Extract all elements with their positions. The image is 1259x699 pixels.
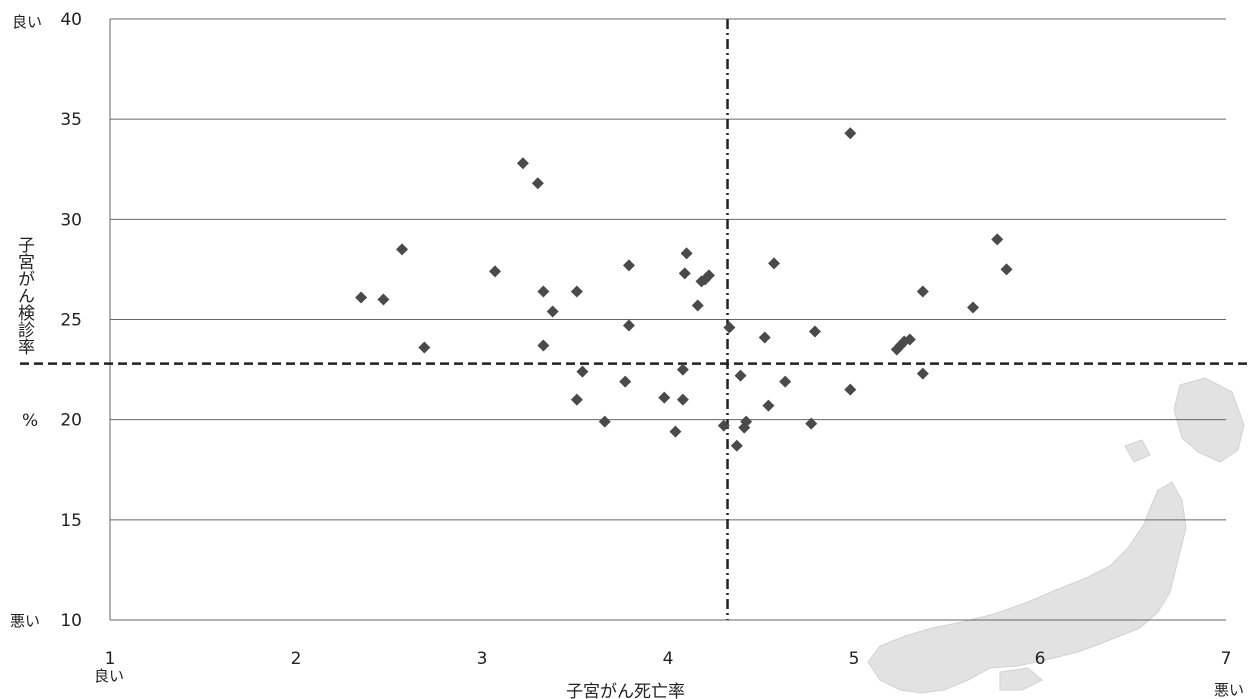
x-tick-label-2: 2 [291, 649, 302, 669]
x-left-quality-label: 良い [94, 667, 124, 685]
data-point-28 [723, 321, 736, 334]
data-point-38 [808, 325, 821, 338]
y-axis-unit: % [22, 411, 38, 431]
data-point-29 [730, 439, 743, 452]
data-point-16 [622, 259, 635, 272]
data-point-13 [598, 415, 611, 428]
data-point-23 [691, 299, 704, 312]
x-tick-label-3: 3 [477, 649, 488, 669]
y-tick-label-20: 20 [60, 411, 82, 431]
data-point-49 [1000, 263, 1013, 276]
japan-map-watermark [867, 377, 1245, 694]
y-axis-title: 子宮がん検診率 [14, 236, 35, 355]
y-tick-label-35: 35 [60, 110, 82, 130]
data-point-14 [619, 375, 632, 388]
x-tick-label-1: 1 [105, 649, 116, 669]
data-point-10 [570, 285, 583, 298]
data-point-30 [734, 369, 747, 382]
data-point-9 [546, 305, 559, 318]
data-point-47 [967, 301, 980, 314]
y-tick-label-25: 25 [60, 311, 82, 331]
data-point-2 [396, 243, 409, 256]
data-point-17 [658, 391, 671, 404]
data-point-18 [669, 425, 682, 438]
y-tick-label-10: 10 [60, 611, 82, 631]
reference-lines [20, 19, 1252, 620]
data-point-8 [537, 339, 550, 352]
data-point-33 [758, 331, 771, 344]
data-point-36 [779, 375, 792, 388]
data-point-32 [740, 415, 753, 428]
data-point-34 [762, 399, 775, 412]
x-tick-label-7: 7 [1221, 649, 1232, 669]
data-points [355, 127, 1013, 452]
data-point-45 [916, 285, 929, 298]
data-point-35 [768, 257, 781, 270]
data-point-19 [676, 363, 689, 376]
gridlines [110, 18, 1226, 621]
data-point-44 [903, 333, 916, 346]
data-point-40 [844, 127, 857, 140]
y-bottom-quality-label: 悪い [10, 612, 40, 630]
data-point-4 [489, 265, 502, 278]
data-point-37 [805, 417, 818, 430]
data-point-20 [676, 393, 689, 406]
data-point-46 [916, 367, 929, 380]
x-tick-label-4: 4 [663, 649, 674, 669]
y-top-quality-label: 良い [12, 13, 42, 31]
data-point-5 [516, 157, 529, 170]
x-tick-label-6: 6 [1035, 649, 1046, 669]
data-point-12 [570, 393, 583, 406]
x-right-quality-label: 悪い [1214, 681, 1244, 699]
data-point-1 [377, 293, 390, 306]
data-point-6 [531, 177, 544, 190]
y-tick-label-30: 30 [60, 210, 82, 230]
data-point-27 [717, 419, 730, 432]
y-tick-label-40: 40 [60, 10, 82, 30]
y-tick-label-15: 15 [60, 511, 82, 531]
data-point-39 [844, 383, 857, 396]
data-point-15 [622, 319, 635, 332]
data-point-11 [576, 365, 589, 378]
data-point-7 [537, 285, 550, 298]
x-tick-label-5: 5 [849, 649, 860, 669]
data-point-0 [355, 291, 368, 304]
x-tick-labels: 1 2 3 4 5 6 7 [105, 649, 1232, 669]
data-point-3 [418, 341, 431, 354]
data-point-21 [678, 267, 691, 280]
y-tick-labels: 10 15 20 25 30 35 40 [60, 10, 82, 631]
data-point-26 [702, 269, 715, 282]
data-point-48 [991, 233, 1004, 246]
x-axis-title: 子宮がん死亡率 [566, 682, 685, 699]
data-point-22 [680, 247, 693, 260]
